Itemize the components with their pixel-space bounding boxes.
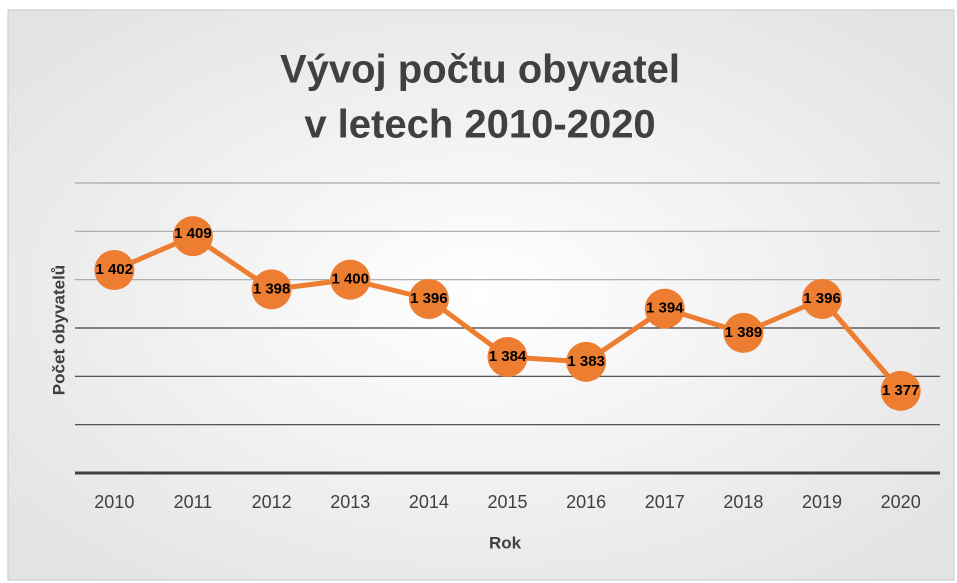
- chart-title: v letech 2010-2020: [304, 103, 655, 147]
- data-label: 1 394: [646, 300, 684, 317]
- data-point: [880, 370, 921, 411]
- chart-title: Vývoj počtu obyvatel: [280, 48, 680, 92]
- x-tick-label: 2015: [487, 492, 527, 512]
- y-axis-label: Počet obyvatelů: [49, 265, 68, 395]
- data-point: [644, 288, 685, 329]
- x-tick-label: 2013: [330, 492, 370, 512]
- chart-background: [7, 9, 955, 581]
- data-point: [94, 250, 135, 290]
- data-label: 1 396: [803, 290, 841, 307]
- data-point: [408, 279, 449, 319]
- data-point: [566, 341, 607, 382]
- x-tick-label: 2010: [94, 492, 134, 512]
- x-tick-label: 2020: [881, 492, 921, 512]
- data-point: [251, 269, 292, 310]
- x-tick-label: 2016: [566, 492, 606, 512]
- data-label: 1 384: [489, 348, 527, 365]
- x-tick-label: 2014: [409, 492, 449, 512]
- x-tick-label: 2018: [723, 492, 763, 512]
- data-point: [172, 216, 213, 257]
- data-point: [487, 337, 528, 377]
- x-tick-label: 2017: [645, 492, 685, 512]
- data-point: [723, 312, 764, 353]
- x-axis-label: Rok: [489, 533, 522, 552]
- data-label: 1 383: [567, 353, 605, 370]
- data-label: 1 396: [410, 290, 448, 307]
- data-label: 1 398: [253, 280, 291, 297]
- data-label: 1 409: [174, 225, 212, 242]
- data-point: [802, 279, 843, 319]
- data-label: 1 377: [882, 382, 920, 399]
- data-label: 1 400: [331, 271, 369, 288]
- data-point: [330, 259, 371, 300]
- x-tick-label: 2012: [252, 492, 292, 512]
- data-label: 1 402: [96, 261, 134, 278]
- data-label: 1 389: [725, 324, 763, 341]
- x-tick-label: 2011: [174, 492, 213, 512]
- x-tick-label: 2019: [802, 492, 842, 512]
